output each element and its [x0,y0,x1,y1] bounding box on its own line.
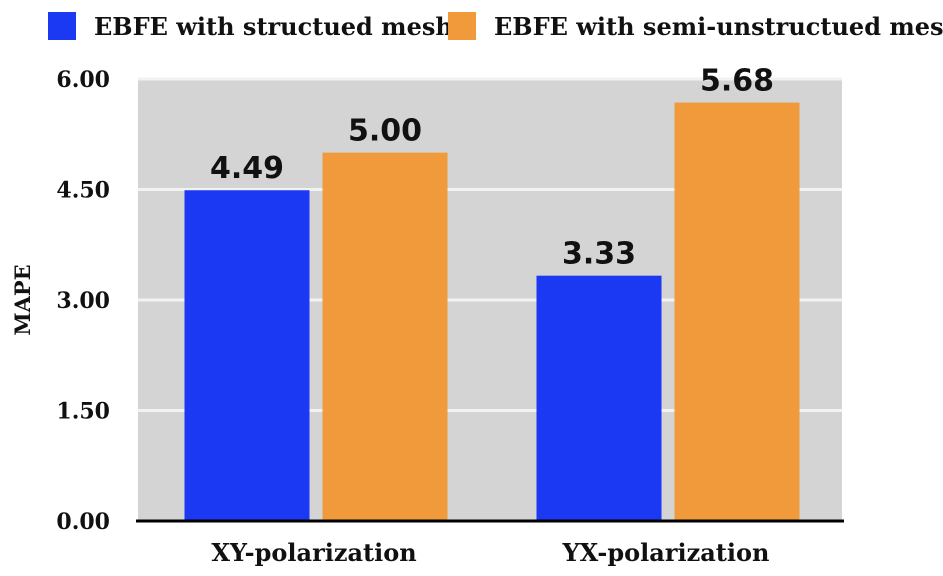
value-labels: 4.49 5.00 3.33 5.68 [210,64,774,272]
y-tick-label: 1.50 [56,399,110,425]
bar-semi-unstructured-1 [674,102,800,521]
x-axis-labels: XY-polarization YX-polarization [211,538,769,567]
y-axis-ticks: 0.00 1.50 3.00 4.50 6.00 [56,67,110,535]
legend-label-semi-unstructured: EBFE with semi-unstructued mesh [494,12,943,41]
bar-value-label: 5.00 [348,114,422,149]
y-tick-label: 4.50 [56,178,110,204]
bar-semi-unstructured-0 [322,152,448,521]
x-category-label: YX-polarization [562,538,770,567]
bar-value-label: 3.33 [562,237,636,272]
bar-value-label: 4.49 [210,151,284,186]
legend-swatch-structured [48,12,76,40]
y-axis-label: MAPE [10,264,35,335]
legend: EBFE with structued mesh EBFE with semi-… [48,12,943,41]
bar-value-label: 5.68 [700,64,774,99]
y-tick-label: 0.00 [56,509,110,535]
bar-structured-0 [184,190,310,521]
y-tick-label: 6.00 [56,67,110,93]
y-tick-label: 3.00 [56,288,110,314]
bar-structured-1 [536,275,662,521]
legend-label-structured: EBFE with structued mesh [94,12,453,41]
x-category-label: XY-polarization [211,538,416,567]
legend-swatch-semi-unstructured [448,12,476,40]
bars [184,102,800,521]
